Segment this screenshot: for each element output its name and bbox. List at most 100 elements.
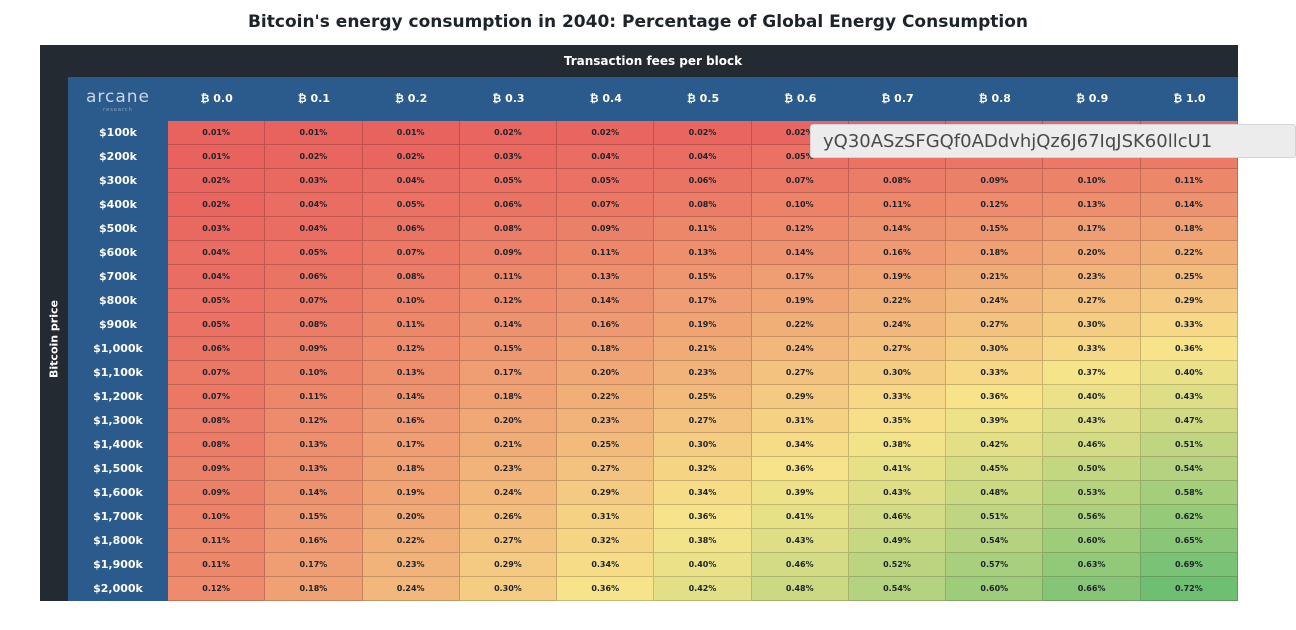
data-cell: 0.11% — [362, 313, 460, 337]
data-cell: 0.16% — [848, 241, 947, 265]
data-cell: 0.16% — [265, 529, 363, 553]
data-cell: 0.11% — [459, 265, 558, 289]
column-header: ₿ 0.1 — [297, 92, 331, 105]
data-cell: 0.17% — [265, 553, 363, 577]
data-cell: 0.09% — [265, 337, 363, 361]
data-cell: 0.35% — [848, 409, 947, 433]
data-cell: 0.04% — [362, 169, 460, 193]
data-cell: 0.21% — [459, 433, 558, 457]
data-cell: 0.14% — [848, 217, 947, 241]
data-cell: 0.30% — [654, 433, 752, 457]
data-cell: 0.53% — [1043, 481, 1141, 505]
data-cell: 0.01% — [168, 145, 266, 169]
data-cell: 0.32% — [557, 529, 655, 553]
data-cell: 0.18% — [557, 337, 655, 361]
data-cell: 0.54% — [848, 577, 947, 601]
data-cell: 0.13% — [1043, 193, 1141, 217]
row-header: $700k — [99, 270, 137, 283]
data-cell: 0.02% — [362, 145, 460, 169]
data-cell: 0.02% — [557, 121, 655, 145]
brand-name: arcane — [85, 87, 151, 107]
data-cell: 0.04% — [265, 193, 363, 217]
data-cell: 0.51% — [1140, 433, 1238, 457]
data-cell: 0.31% — [557, 505, 655, 529]
row-header: $500k — [99, 222, 137, 235]
data-cell: 0.21% — [654, 337, 752, 361]
data-cell: 0.39% — [751, 481, 849, 505]
data-cell: 0.05% — [459, 169, 558, 193]
data-cell: 0.20% — [362, 505, 460, 529]
data-cell: 0.19% — [362, 481, 460, 505]
data-cell: 0.02% — [265, 145, 363, 169]
data-cell: 0.32% — [654, 457, 752, 481]
data-cell: 0.69% — [1140, 553, 1238, 577]
data-cell: 0.12% — [946, 193, 1044, 217]
overlay-id-tooltip: yQ30ASzSFGQf0ADdvhjQz6J67IqJSK60llcU1 — [810, 124, 1296, 158]
data-cell: 0.29% — [459, 553, 558, 577]
data-cell: 0.10% — [168, 505, 266, 529]
column-header: ₿ 0.6 — [784, 92, 817, 105]
data-cell: 0.33% — [848, 385, 947, 409]
grid-area: arcane research ₿ 0.0 ₿ 0.1 ₿ 0.2 ₿ 0.3 ₿ 0.… — [68, 77, 1238, 601]
data-cell: 0.43% — [848, 481, 947, 505]
data-cell: 0.34% — [654, 481, 752, 505]
data-cell: 0.19% — [654, 313, 752, 337]
data-cell: 0.30% — [848, 361, 947, 385]
data-cell: 0.17% — [751, 265, 849, 289]
data-cell: 0.27% — [1043, 289, 1141, 313]
data-cell: 0.17% — [1043, 217, 1141, 241]
data-cell: 0.38% — [654, 529, 752, 553]
data-cell: 0.43% — [1140, 385, 1238, 409]
row-header: $1,800k — [93, 534, 143, 547]
data-cell: 0.22% — [1140, 241, 1238, 265]
data-cell: 0.18% — [1140, 217, 1238, 241]
data-cell: 0.11% — [265, 385, 363, 409]
data-cell: 0.12% — [265, 409, 363, 433]
row-header: $600k — [99, 246, 137, 259]
data-cell: 0.11% — [168, 553, 266, 577]
row-header: $1,400k — [93, 438, 143, 451]
data-cell: 0.23% — [1043, 265, 1141, 289]
data-cell: 0.45% — [946, 457, 1044, 481]
data-cell: 0.09% — [168, 481, 266, 505]
data-cell: 0.18% — [265, 577, 363, 601]
data-cell: 0.27% — [848, 337, 947, 361]
column-header: ₿ 0.0 — [200, 92, 233, 105]
data-cell: 0.46% — [848, 505, 947, 529]
data-cell: 0.09% — [459, 241, 558, 265]
data-cell: 0.24% — [946, 289, 1044, 313]
data-cell: 0.42% — [946, 433, 1044, 457]
data-cell: 0.65% — [1140, 529, 1238, 553]
data-cell: 0.51% — [946, 505, 1044, 529]
data-cell: 0.36% — [751, 457, 849, 481]
data-cell: 0.10% — [1043, 169, 1141, 193]
data-cell: 0.23% — [362, 553, 460, 577]
data-cell: 0.18% — [946, 241, 1044, 265]
data-cell: 0.20% — [1043, 241, 1141, 265]
data-cell: 0.46% — [751, 553, 849, 577]
data-cell: 0.14% — [362, 385, 460, 409]
data-cell: 0.07% — [168, 385, 266, 409]
data-cell: 0.50% — [1043, 457, 1141, 481]
row-header: $1,200k — [93, 390, 143, 403]
row-header: $1,300k — [93, 414, 143, 427]
data-cell: 0.05% — [265, 241, 363, 265]
row-header: $300k — [99, 174, 137, 187]
data-cell: 0.21% — [946, 265, 1044, 289]
column-header: ₿ 0.5 — [686, 92, 720, 105]
data-cell: 0.33% — [1043, 337, 1141, 361]
data-cell: 0.27% — [459, 529, 558, 553]
data-cell: 0.05% — [362, 193, 460, 217]
data-cell: 0.29% — [751, 385, 849, 409]
data-cell: 0.11% — [654, 217, 752, 241]
data-cell: 0.01% — [362, 121, 460, 145]
data-cell: 0.04% — [168, 265, 266, 289]
data-cell: 0.22% — [557, 385, 655, 409]
data-cell: 0.36% — [1140, 337, 1238, 361]
data-cell: 0.09% — [946, 169, 1044, 193]
data-cell: 0.16% — [557, 313, 655, 337]
column-header: ₿ 0.8 — [978, 92, 1011, 105]
data-cell: 0.14% — [751, 241, 849, 265]
data-cell: 0.22% — [848, 289, 947, 313]
data-cell: 0.02% — [654, 121, 752, 145]
